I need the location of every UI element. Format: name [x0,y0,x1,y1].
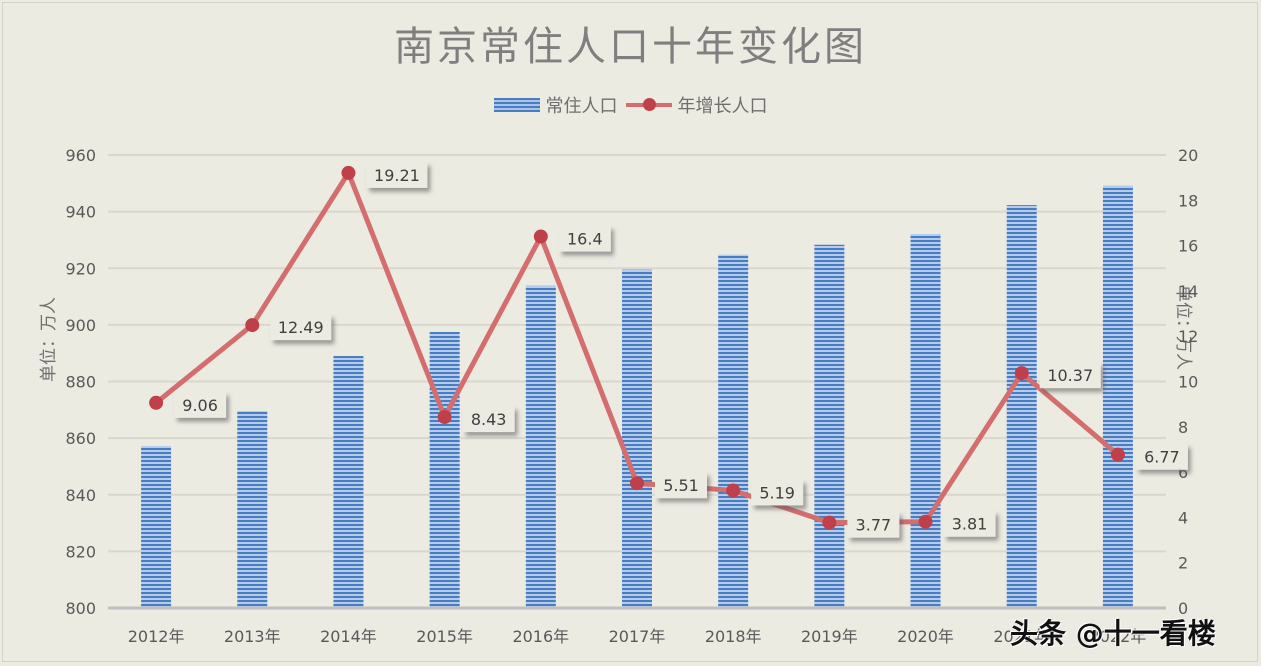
x-tick: 2020年 [897,627,954,646]
svg-text:19.21: 19.21 [374,166,420,185]
x-tick: 2012年 [128,627,185,646]
svg-text:9.06: 9.06 [182,396,218,415]
x-tick: 2016年 [512,627,569,646]
data-label: 19.21 [366,161,428,188]
bar [237,410,268,608]
y-right-tick: 0 [1178,599,1188,618]
data-label: 6.77 [1135,443,1188,470]
line-series [149,165,1125,530]
x-tick: 2018年 [705,627,762,646]
y-right-tick: 8 [1178,418,1188,437]
y-right-tick: 10 [1178,373,1198,392]
bar-series [141,185,1133,609]
line-marker [533,229,548,244]
x-tick: 2021年 [993,627,1050,646]
bar [1006,205,1037,608]
bar [141,446,172,608]
data-label: 3.77 [847,511,900,538]
line-marker [341,165,356,180]
axes: 800 820 840 860 880 900 920 940 960 0 2 4 6 8 10 12 14 16… [65,146,1198,646]
y-right-tick: 12 [1178,327,1198,346]
line-marker [149,395,164,410]
x-tick: 2019年 [801,627,858,646]
data-label: 9.06 [174,391,227,418]
y-right-tick: 4 [1178,508,1188,527]
line-marker [918,514,933,529]
bar [1102,185,1133,608]
line-marker [726,483,741,498]
data-label: 10.37 [1039,362,1101,389]
chart-legend: 常住人口 年增长人口 [0,92,1261,118]
y-left-tick: 880 [65,373,96,392]
svg-text:5.19: 5.19 [759,483,795,502]
bar [333,356,364,608]
legend-line-swatch-icon [625,98,672,111]
x-tick: 2013年 [224,627,281,646]
chart-title: 南京常住人口十年变化图 [394,24,867,70]
y-left-tick: 960 [65,146,96,165]
x-tick: 2017年 [609,627,666,646]
y-left-tick: 920 [65,259,96,278]
data-label: 5.51 [655,472,707,499]
x-tick: 2014年 [320,627,377,646]
data-label: 8.43 [462,406,515,433]
bar [622,269,652,608]
svg-text:16.4: 16.4 [567,230,603,249]
watermark: 头条 @十一看楼 [1010,617,1216,650]
data-label: 12.49 [270,314,332,341]
y-left-tick: 900 [65,316,96,335]
svg-text:5.51: 5.51 [663,476,699,495]
svg-text:3.77: 3.77 [856,516,892,535]
bar [814,244,845,609]
line-marker [630,476,644,491]
x-tick: 2022年 [1090,627,1147,646]
bar [910,233,941,608]
y-right-tick: 14 [1178,282,1198,301]
legend-label-growth: 年增长人口 [677,96,768,117]
y-left-tick: 840 [65,486,96,505]
bar [429,331,460,608]
y-left-tick: 800 [65,599,96,618]
y-right-tick: 18 [1178,191,1198,210]
bar [718,254,749,608]
line-marker [437,410,452,425]
line-marker [245,318,260,333]
y-left-tick: 820 [65,542,96,561]
legend-label-population: 常住人口 [545,96,618,117]
svg-text:3.81: 3.81 [952,515,988,534]
y-left-tick: 940 [65,203,96,222]
y-right-tick: 6 [1178,463,1188,482]
y-right-tick: 16 [1178,237,1198,256]
svg-text:12.49: 12.49 [278,318,324,337]
x-tick: 2015年 [416,627,473,646]
data-label: 3.81 [943,510,996,537]
data-label: 5.19 [751,479,804,506]
data-labels: 9.06 12.49 19.21 8.43 16.4 5.51 5.19 3.77 3.81 10… [174,161,1188,538]
line-marker [822,515,837,530]
svg-text:8.43: 8.43 [471,410,507,429]
line-marker [1110,447,1125,462]
legend-bar-swatch-icon [493,98,540,112]
y-right-tick: 20 [1178,146,1198,165]
y-right-tick: 2 [1178,554,1188,573]
data-label: 16.4 [558,225,611,252]
y-left-tick: 860 [65,429,96,448]
svg-text:10.37: 10.37 [1047,366,1093,385]
line-marker [1014,366,1029,381]
bar [525,285,556,608]
svg-text:6.77: 6.77 [1144,448,1180,467]
